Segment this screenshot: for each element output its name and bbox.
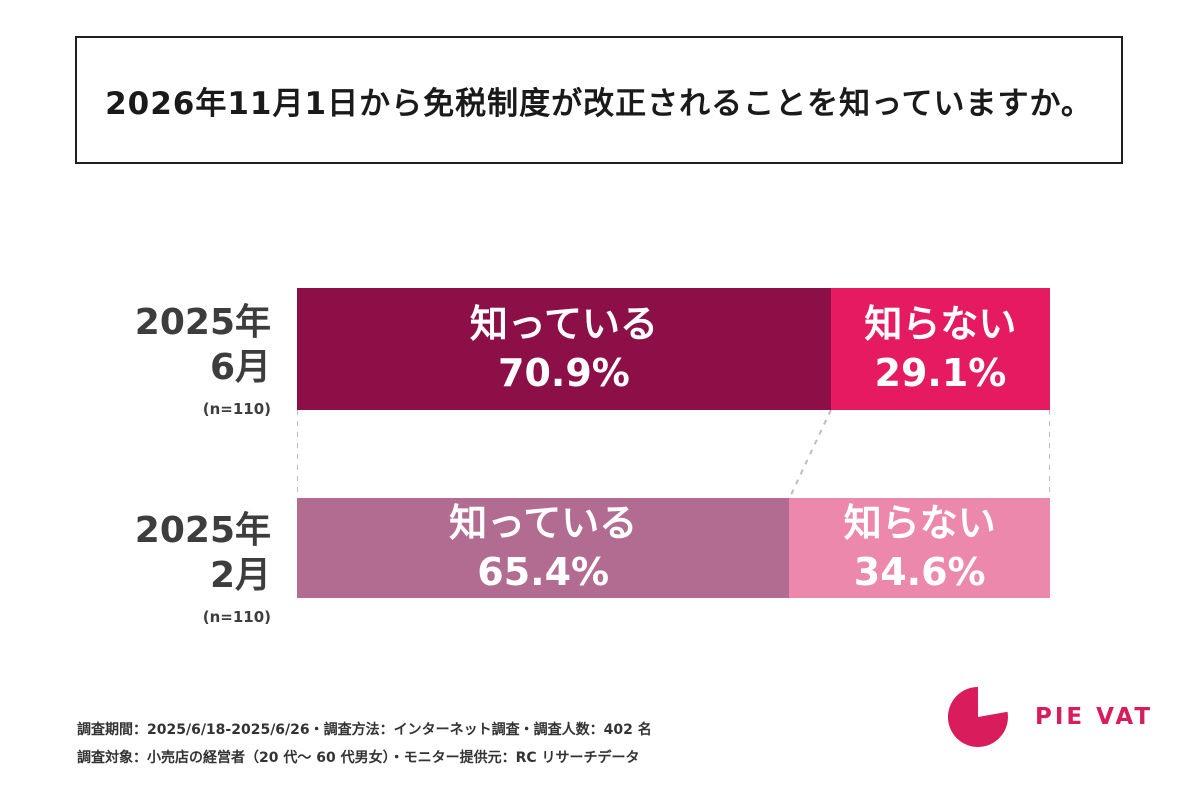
bar-row-2025-february: 知っている 65.4% 知らない 34.6% — [297, 498, 1050, 598]
row-label-2025-february: 2025年 2月 (n=110) — [55, 508, 285, 626]
period-label: 2025年 6月 — [55, 300, 271, 390]
pie-chart-icon — [947, 686, 1008, 747]
period-year: 2025年 — [134, 302, 271, 343]
bar-segment-aware-february: 知っている 65.4% — [297, 498, 790, 598]
segment-value: 65.4% — [477, 550, 610, 594]
segment-value: 29.1% — [874, 351, 1007, 395]
period-month: 6月 — [209, 347, 271, 388]
bar-segment-unaware-june: 知らない 29.1% — [830, 288, 1050, 410]
survey-note-line2: 調査対象：小売店の経営者（20 代～ 60 代男女）・モニター提供元：RC リサ… — [77, 750, 640, 766]
survey-notes: 調査期間：2025/6/18-2025/6/26・調査方法：インターネット調査・… — [77, 716, 652, 772]
bar-row-2025-june: 知っている 70.9% 知らない 29.1% — [297, 288, 1050, 410]
period-year: 2025年 — [134, 510, 271, 551]
sample-size-label: (n=110) — [202, 400, 271, 418]
connector-diagonal-line — [788, 410, 832, 498]
period-label: 2025年 2月 — [55, 508, 271, 598]
bar-segment-aware-june: 知っている 70.9% — [297, 288, 831, 410]
row-label-2025-june: 2025年 6月 (n=110) — [55, 300, 285, 418]
connector-lines — [297, 410, 1050, 498]
segment-label: 知っている — [449, 500, 638, 545]
segment-value: 34.6% — [853, 550, 986, 594]
survey-note-line1: 調査期間：2025/6/18-2025/6/26・調査方法：インターネット調査・… — [77, 722, 652, 738]
bar-segment-unaware-february: 知らない 34.6% — [789, 498, 1050, 598]
segment-label: 知らない — [843, 500, 996, 545]
pie-vat-logo-text: PIE VAT — [1035, 704, 1154, 730]
period-month: 2月 — [209, 555, 271, 596]
pie-vat-logo: PIE VAT — [945, 684, 1153, 750]
question-title-box: 2026年11月1日から免税制度が改正されることを知っていますか。 — [75, 36, 1123, 164]
segment-label: 知らない — [864, 301, 1017, 346]
segment-label: 知っている — [469, 301, 658, 346]
sample-size-label: (n=110) — [202, 608, 271, 626]
segment-value: 70.9% — [498, 351, 630, 395]
question-title: 2026年11月1日から免税制度が改正されることを知っていますか。 — [105, 85, 1093, 122]
